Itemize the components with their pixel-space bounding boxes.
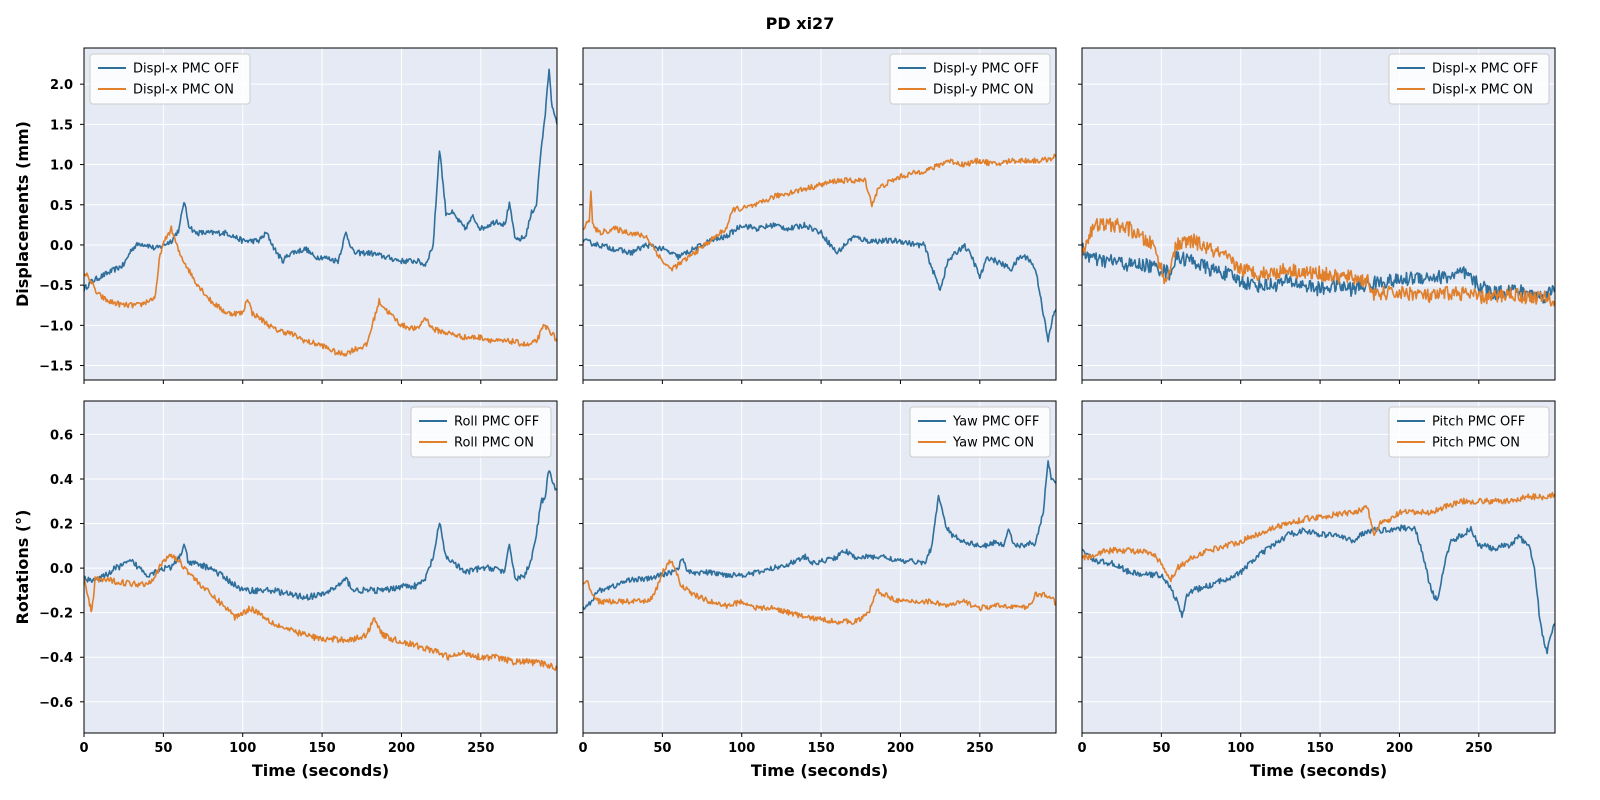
legend-label: Roll PMC OFF bbox=[454, 415, 539, 430]
x-tick-label: 250 bbox=[1465, 741, 1492, 756]
x-tick-label: 50 bbox=[1152, 741, 1170, 756]
x-tick-label: 100 bbox=[1227, 741, 1254, 756]
legend-label: Yaw PMC ON bbox=[952, 436, 1034, 451]
series-line bbox=[1082, 217, 1555, 307]
x-tick-label: 150 bbox=[808, 741, 835, 756]
x-tick-label: 50 bbox=[154, 741, 172, 756]
axes-frame bbox=[1081, 400, 1556, 734]
x-tick-label: 200 bbox=[1386, 741, 1413, 756]
y-tick-label: 0.5 bbox=[50, 199, 73, 214]
legend: Displ-x PMC OFF Displ-x PMC ON bbox=[89, 53, 251, 105]
y-tick-label: −0.6 bbox=[39, 696, 73, 711]
y-tick-label: 0.6 bbox=[50, 428, 73, 443]
y-tick-label: 0.4 bbox=[50, 473, 73, 488]
series-line bbox=[84, 470, 557, 601]
subplot-0-1: Displ-y PMC OFF Displ-y PMC ON bbox=[579, 47, 1057, 384]
legend-label: Displ-x PMC ON bbox=[133, 83, 234, 98]
legend-box bbox=[889, 53, 1051, 105]
subplot-1-1: 0 50 100 150 200 250 Time (seconds) Yaw PMC OFF… bbox=[578, 400, 1057, 780]
legend-label: Pitch PMC OFF bbox=[1432, 415, 1525, 430]
series-line bbox=[583, 153, 1056, 272]
subplot-grid: −1.5 −1.0 −0.5 0.0 0.5 1.0 1.5 2.0 Displacements… bbox=[13, 47, 1556, 780]
subplot-0-0: −1.5 −1.0 −0.5 0.0 0.5 1.0 1.5 2.0 Displacements… bbox=[13, 47, 558, 384]
y-tick-label: 1.0 bbox=[50, 159, 73, 174]
legend-box bbox=[410, 406, 552, 458]
legend: Displ-x PMC OFF Displ-x PMC ON bbox=[1388, 53, 1550, 105]
y-tick-label: 0.0 bbox=[50, 239, 73, 254]
series-line bbox=[84, 553, 557, 672]
y-tick-label: −1.0 bbox=[39, 319, 73, 334]
series-line bbox=[583, 221, 1056, 343]
legend-label: Displ-y PMC OFF bbox=[933, 62, 1039, 77]
series-line bbox=[1082, 242, 1555, 304]
legend: Yaw PMC OFF Yaw PMC ON bbox=[909, 406, 1051, 458]
y-tick-label: −0.2 bbox=[39, 607, 73, 622]
subplot-1-2: 0 50 100 150 200 250 Time (seconds) Pitch PMC O… bbox=[1077, 400, 1556, 780]
x-tick-label: 150 bbox=[1307, 741, 1334, 756]
legend: Displ-y PMC OFF Displ-y PMC ON bbox=[889, 53, 1051, 105]
x-tick-label: 150 bbox=[309, 741, 336, 756]
legend-box bbox=[89, 53, 251, 105]
y-tick-label: −0.5 bbox=[39, 279, 73, 294]
legend-label: Pitch PMC ON bbox=[1432, 436, 1520, 451]
y-tick-label: 0.2 bbox=[50, 518, 73, 533]
series-line bbox=[1082, 524, 1555, 655]
legend: Roll PMC OFF Roll PMC ON bbox=[410, 406, 552, 458]
legend-label: Displ-x PMC OFF bbox=[133, 62, 239, 77]
legend-label: Roll PMC ON bbox=[454, 436, 534, 451]
y-tick-label: 0.0 bbox=[50, 562, 73, 577]
y-tick-label: −0.4 bbox=[39, 651, 73, 666]
x-tick-label: 200 bbox=[887, 741, 914, 756]
x-tick-label: 50 bbox=[653, 741, 671, 756]
series-line bbox=[1082, 491, 1555, 583]
legend-label: Displ-y PMC ON bbox=[933, 83, 1034, 98]
y-axis-label: Rotations (°) bbox=[13, 510, 32, 625]
x-tick-label: 200 bbox=[388, 741, 415, 756]
legend-label: Yaw PMC OFF bbox=[952, 415, 1039, 430]
axes-frame bbox=[1081, 47, 1556, 381]
y-tick-label: 1.5 bbox=[50, 118, 73, 133]
series-line bbox=[84, 225, 557, 357]
legend: Pitch PMC OFF Pitch PMC ON bbox=[1388, 406, 1550, 458]
y-axis-label: Displacements (mm) bbox=[13, 121, 32, 307]
y-tick-label: −1.5 bbox=[39, 360, 73, 375]
subplot-0-2: Displ-x PMC OFF Displ-x PMC ON bbox=[1078, 47, 1556, 384]
x-tick-label: 250 bbox=[467, 741, 494, 756]
subplot-1-0: 0 50 100 150 200 250 −0.6 −0.4 −0.2 0.0 0.2 0.4 0.6 T… bbox=[13, 400, 558, 780]
x-tick-label: 0 bbox=[1077, 741, 1086, 756]
axes-frame bbox=[582, 400, 1057, 734]
axes-frame bbox=[582, 47, 1057, 381]
figure-suptitle: PD xi27 bbox=[766, 14, 835, 33]
x-tick-label: 0 bbox=[79, 741, 88, 756]
x-tick-label: 100 bbox=[229, 741, 256, 756]
legend-box bbox=[1388, 406, 1550, 458]
legend-box bbox=[1388, 53, 1550, 105]
y-tick-label: 2.0 bbox=[50, 78, 73, 93]
x-axis-label: Time (seconds) bbox=[252, 761, 389, 780]
x-axis-label: Time (seconds) bbox=[751, 761, 888, 780]
series-line bbox=[583, 559, 1056, 625]
legend-box bbox=[909, 406, 1051, 458]
legend-label: Displ-x PMC OFF bbox=[1432, 62, 1538, 77]
x-tick-label: 0 bbox=[578, 741, 587, 756]
legend-label: Displ-x PMC ON bbox=[1432, 83, 1533, 98]
x-axis-label: Time (seconds) bbox=[1250, 761, 1387, 780]
x-tick-label: 100 bbox=[728, 741, 755, 756]
axes-frame bbox=[83, 47, 558, 381]
axes-frame bbox=[83, 400, 558, 734]
x-tick-label: 250 bbox=[966, 741, 993, 756]
